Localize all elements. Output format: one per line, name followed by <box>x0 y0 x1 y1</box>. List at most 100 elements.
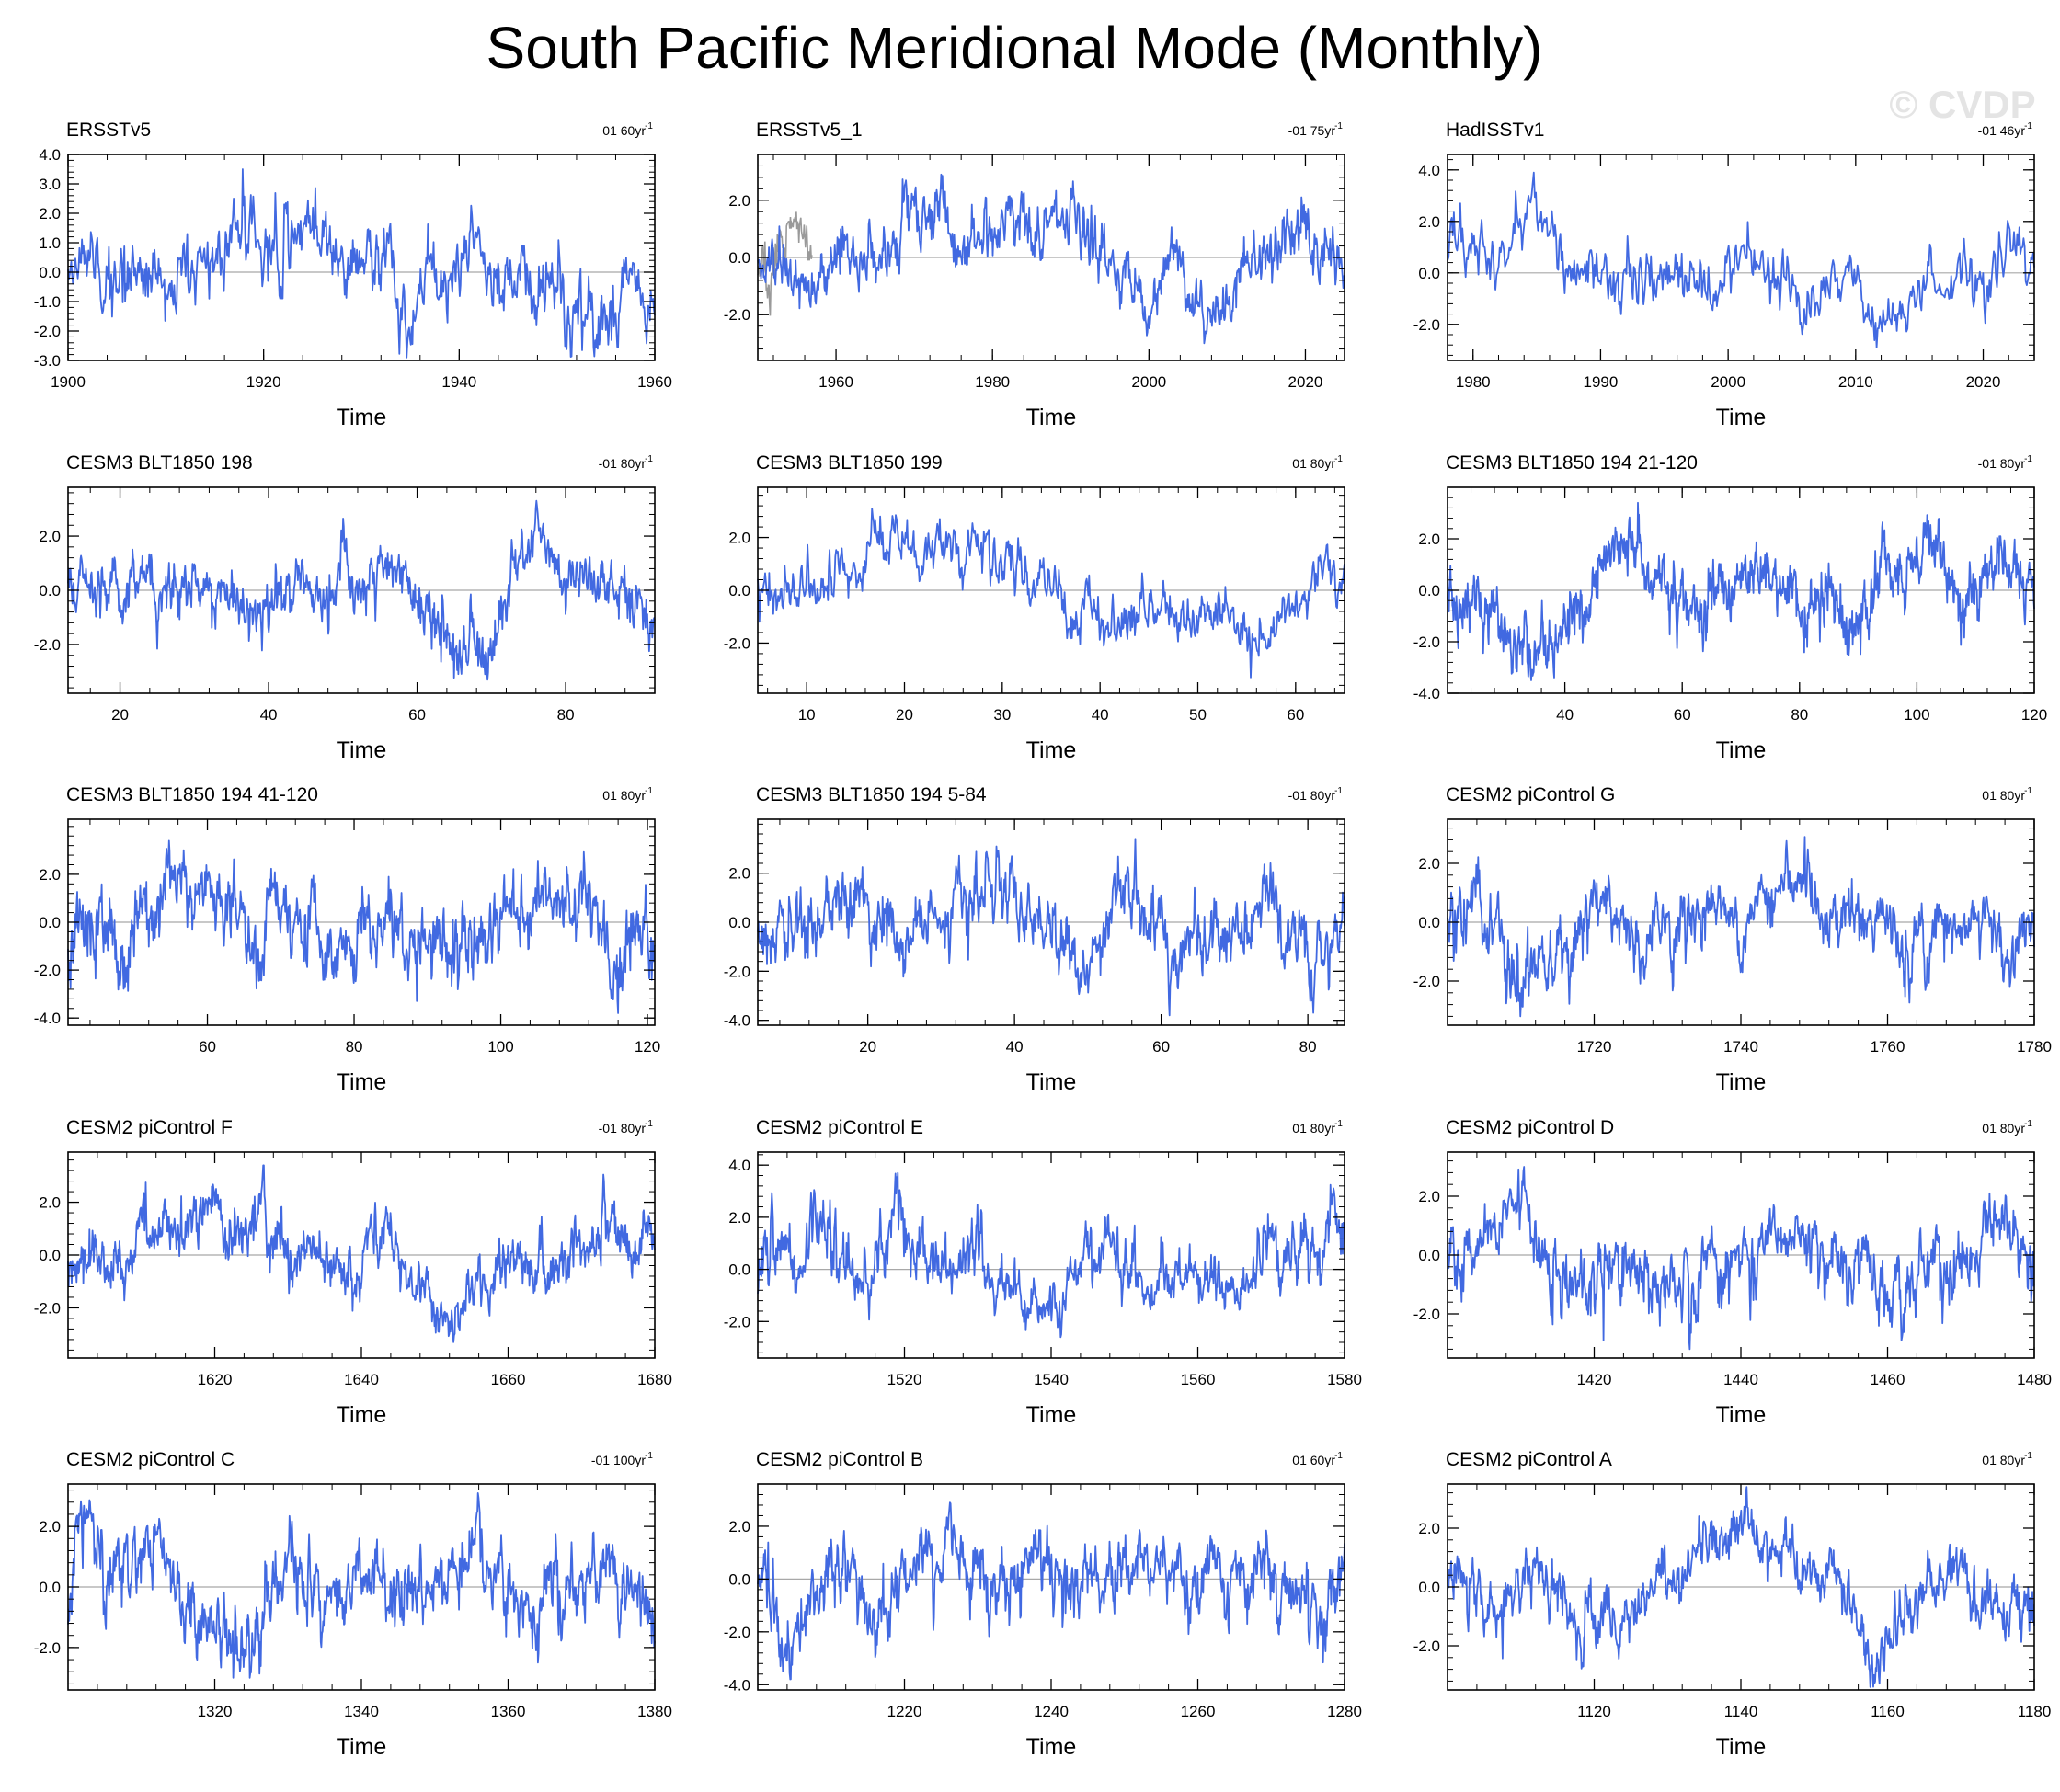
y-tick-label: -4.0 <box>724 1676 750 1694</box>
y-tick-label: 2.0 <box>1418 1188 1440 1205</box>
x-tick-label: 10 <box>798 706 816 724</box>
cvdp-watermark: © CVDP <box>1889 83 2035 126</box>
x-tick-label: 1780 <box>2017 1038 2052 1056</box>
x-tick-label: 40 <box>1092 706 1109 724</box>
x-tick-label: 1120 <box>1577 1703 1611 1720</box>
x-tick-label: 1220 <box>887 1703 922 1720</box>
x-tick-label: 1480 <box>2017 1371 2052 1388</box>
y-tick-label: 0.0 <box>39 264 61 281</box>
panel-hadisstv1: HadISSTv1 -01 46yr -1 -2.0 0.0 2.0 4.0 1980 1990… <box>1413 120 2035 430</box>
y-tick-label: 2.0 <box>39 1194 61 1212</box>
panel-title: HadISSTv1 <box>1446 120 1544 141</box>
x-tick-label: 100 <box>487 1038 513 1056</box>
x-tick-label: 1760 <box>1871 1038 1906 1056</box>
y-tick-label: 0.0 <box>728 582 750 599</box>
y-tick-label: 0.0 <box>728 1261 750 1279</box>
y-tick-label: 4.0 <box>39 146 61 164</box>
x-axis-label: Time <box>1026 1069 1077 1095</box>
x-tick-label: 1140 <box>1724 1703 1758 1720</box>
x-axis-label: Time <box>1716 1402 1767 1428</box>
x-tick-label: 40 <box>1556 706 1574 724</box>
y-tick-label: 0.0 <box>1418 1247 1440 1264</box>
panel-trend-label: -01 80yr <box>599 1121 647 1136</box>
panel-trend-label: -01 80yr <box>1978 456 2026 471</box>
y-tick-label: -2.0 <box>724 963 750 980</box>
x-tick-label: 1160 <box>1871 1703 1905 1720</box>
panel-cesm3-blt1850-194-5-84: CESM3 BLT1850 194 5-84 -01 80yr -1 -4.0 -2.0… <box>724 784 1345 1095</box>
panel-trend-superscript: -1 <box>2024 1451 2032 1461</box>
panel-title: CESM3 BLT1850 199 <box>756 452 943 474</box>
panel-ersstv5-1: ERSSTv5_1 -01 75yr -1 -2.0 0.0 2.0 1960 1980 200… <box>724 120 1345 430</box>
x-tick-label: 1740 <box>1723 1038 1758 1056</box>
panel-trend-label: 01 60yr <box>1292 1453 1335 1467</box>
panel-trend-superscript: -1 <box>2024 786 2032 796</box>
panel-trend-superscript: -1 <box>1334 786 1343 796</box>
x-tick-label: 30 <box>993 706 1011 724</box>
x-tick-label: 20 <box>859 1038 876 1056</box>
x-axis-label: Time <box>1026 1402 1077 1428</box>
y-tick-label: -4.0 <box>1413 685 1440 702</box>
x-tick-label: 1540 <box>1034 1371 1069 1388</box>
series-line <box>1447 1486 2035 1688</box>
y-tick-label: 3.0 <box>39 176 61 193</box>
y-tick-label: 2.0 <box>1418 213 1440 231</box>
series-line <box>67 1492 656 1679</box>
panel-trend-label: 01 80yr <box>1982 788 2025 803</box>
x-tick-label: 1990 <box>1584 373 1619 391</box>
x-tick-label: 60 <box>1287 706 1304 724</box>
y-tick-label: 2.0 <box>39 1518 61 1535</box>
x-tick-label: 40 <box>1006 1038 1024 1056</box>
series-line <box>757 508 1345 679</box>
panel-trend-label: 01 60yr <box>602 123 646 138</box>
panel-cesm2-picontrol-g: CESM2 piControl G 01 80yr -1 -2.0 0.0 2.0 1720… <box>1413 784 2052 1095</box>
panel-cesm2-picontrol-a: CESM2 piControl A 01 80yr -1 -2.0 0.0 2.0 1120… <box>1413 1449 2052 1760</box>
panel-trend-label: -01 46yr <box>1978 123 2026 138</box>
x-tick-label: 1320 <box>198 1703 233 1720</box>
y-tick-label: 2.0 <box>39 205 61 223</box>
x-tick-label: 2010 <box>1838 373 1873 391</box>
panel-ersstv5: ERSSTv5 01 60yr -1 -3.0 -2.0 -1.0 0.0 1.0 2.0 3.0… <box>34 120 672 430</box>
y-tick-label: -4.0 <box>34 1010 61 1027</box>
y-tick-label: 0.0 <box>1418 914 1440 931</box>
series-line <box>67 168 656 359</box>
x-tick-label: 60 <box>1674 706 1691 724</box>
series-line <box>757 173 1345 345</box>
y-tick-label: -2.0 <box>1413 973 1440 990</box>
panel-trend-superscript: -1 <box>2024 121 2032 131</box>
y-tick-label: -2.0 <box>724 306 750 324</box>
panel-trend-label: 01 80yr <box>1982 1453 2025 1467</box>
x-axis-label: Time <box>337 1734 387 1760</box>
x-tick-label: 1460 <box>1871 1371 1906 1388</box>
y-tick-label: 0.0 <box>728 914 750 931</box>
x-tick-label: 80 <box>1791 706 1808 724</box>
x-tick-label: 1360 <box>491 1703 526 1720</box>
panel-trend-superscript: -1 <box>645 454 653 464</box>
x-axis-label: Time <box>337 405 387 430</box>
y-tick-label: 0.0 <box>39 1579 61 1596</box>
x-tick-label: 40 <box>260 706 278 724</box>
panel-trend-label: 01 80yr <box>602 788 646 803</box>
x-tick-label: 1980 <box>1456 373 1491 391</box>
x-tick-label: 1620 <box>198 1371 233 1388</box>
panel-title: CESM2 piControl E <box>756 1117 923 1138</box>
y-tick-label: -2.0 <box>34 323 61 340</box>
x-tick-label: 1580 <box>1327 1371 1362 1388</box>
y-tick-label: 0.0 <box>728 1570 750 1588</box>
panel-trend-label: -01 80yr <box>599 456 647 471</box>
panel-cesm2-picontrol-d: CESM2 piControl D 01 80yr -1 -2.0 0.0 2.0 1420… <box>1413 1117 2052 1428</box>
x-tick-label: 1420 <box>1577 1371 1612 1388</box>
panel-trend-label: 01 80yr <box>1292 456 1335 471</box>
x-tick-label: 1340 <box>344 1703 379 1720</box>
panel-trend-superscript: -1 <box>645 786 653 796</box>
y-tick-label: -3.0 <box>34 352 61 370</box>
y-tick-label: 2.0 <box>39 866 61 884</box>
plot-frame <box>1447 154 2035 361</box>
panel-cesm3-blt1850-194-41-120: CESM3 BLT1850 194 41-120 01 80yr -1 -4.0 -2.… <box>34 784 661 1095</box>
x-tick-label: 1240 <box>1034 1703 1069 1720</box>
x-tick-label: 1720 <box>1577 1038 1612 1056</box>
panel-title: CESM2 piControl D <box>1446 1117 1614 1138</box>
panel-trend-superscript: -1 <box>645 121 653 131</box>
panel-cesm3-blt1850-194-21-120: CESM3 BLT1850 194 21-120 -01 80yr -1 -4.0 -2… <box>1413 452 2047 763</box>
x-tick-label: 20 <box>111 706 129 724</box>
panel-title: ERSSTv5_1 <box>756 120 863 141</box>
